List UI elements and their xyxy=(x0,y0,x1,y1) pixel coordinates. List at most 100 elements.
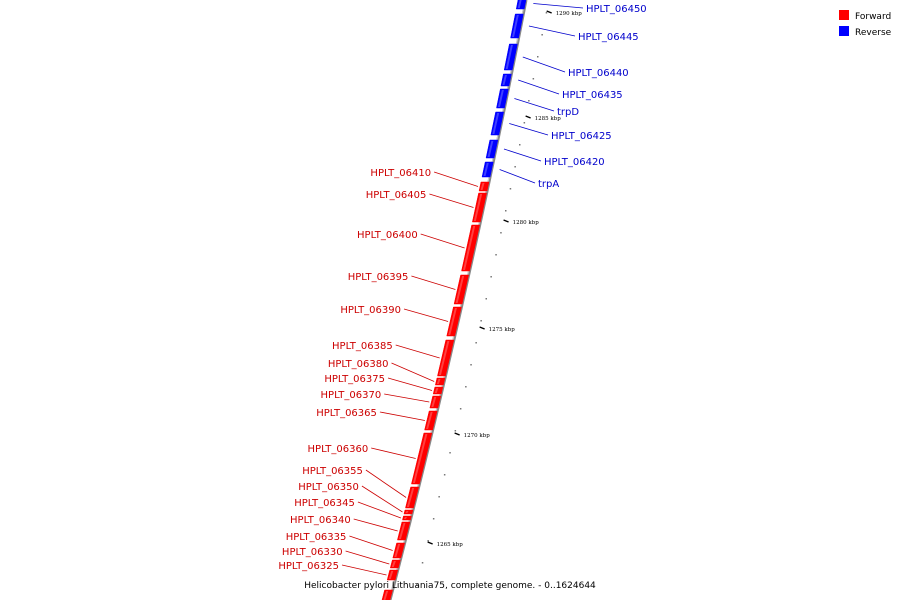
minor-tick-dot xyxy=(475,342,477,344)
forward-gene-leader xyxy=(341,564,387,576)
minor-tick-dot xyxy=(432,518,435,520)
forward-gene-label: HPLT_06365 xyxy=(316,408,377,419)
scale-tick-mark xyxy=(454,432,460,436)
reverse-gene-label: trpD xyxy=(557,107,579,118)
forward-gene-arrow-shade xyxy=(426,412,433,429)
forward-gene-label: HPLT_06330 xyxy=(282,547,343,558)
reverse-gene-leader xyxy=(514,98,555,112)
forward-gene-arrow xyxy=(478,181,490,192)
legend-swatch xyxy=(839,26,849,36)
reverse-gene-leader xyxy=(509,123,549,136)
reverse-gene-arrow-shade xyxy=(497,90,504,107)
forward-gene-arrow-shade xyxy=(434,388,439,393)
forward-gene-arrow xyxy=(429,395,442,409)
scale-tick-mark xyxy=(479,326,485,330)
reverse-gene-arrow xyxy=(485,139,499,159)
minor-tick-dot xyxy=(500,232,502,234)
forward-gene-leader xyxy=(387,377,433,391)
scale-tick-mark xyxy=(427,541,433,545)
scale-tick-label: 1290 kbp xyxy=(556,11,583,17)
forward-gene-label: HPLT_06400 xyxy=(357,230,418,241)
minor-tick-dot xyxy=(545,12,548,14)
minor-tick-dot xyxy=(495,254,497,256)
forward-gene-arrow xyxy=(389,559,401,569)
forward-gene-arrow-shade xyxy=(480,183,485,190)
reverse-gene-arrow-shade xyxy=(517,0,522,8)
reverse-gene-arrow-shade xyxy=(502,75,507,85)
forward-gene-arrow xyxy=(432,386,444,395)
forward-gene-leader xyxy=(411,275,456,290)
forward-gene-arrow-shade xyxy=(412,434,428,483)
forward-gene-arrow xyxy=(403,509,414,515)
forward-gene-arrow xyxy=(397,521,411,541)
minor-tick-dot xyxy=(470,364,472,366)
forward-gene-leader xyxy=(371,447,416,459)
minor-tick-dot xyxy=(465,386,467,388)
scale-tick-label: 1265 kbp xyxy=(437,542,464,548)
minor-tick-dot xyxy=(454,430,457,432)
reverse-gene-arrow xyxy=(515,0,527,10)
scale-tick-mark xyxy=(546,10,552,14)
reverse-gene-arrow-shade xyxy=(483,163,489,176)
forward-gene-arrow-shade xyxy=(391,561,396,567)
minor-tick-dot xyxy=(509,188,512,190)
reverse-gene-arrow-shade xyxy=(492,113,500,134)
forward-gene-arrow-shade xyxy=(383,591,389,600)
scale-tick-mark xyxy=(525,115,531,119)
reverse-gene-arrow xyxy=(500,73,512,87)
minor-tick-dot xyxy=(523,122,526,124)
legend-label: Reverse xyxy=(855,28,892,38)
forward-gene-arrow-shade xyxy=(394,544,401,557)
minor-tick-dot xyxy=(537,56,539,58)
forward-gene-label: HPLT_06410 xyxy=(370,168,431,179)
reverse-gene-label: trpA xyxy=(538,179,559,190)
scale-tick-label: 1270 kbp xyxy=(464,433,491,439)
minor-tick-dot xyxy=(416,584,418,586)
reverse-gene-label: HPLT_06425 xyxy=(551,131,612,142)
forward-gene-arrow-shade xyxy=(398,523,406,539)
reverse-gene-label: HPLT_06420 xyxy=(544,157,605,168)
minor-tick-dot xyxy=(459,408,462,410)
forward-gene-arrow-shade xyxy=(436,379,441,384)
forward-gene-arrow-shade xyxy=(405,511,409,513)
forward-gene-leader xyxy=(433,171,479,187)
forward-gene-leader xyxy=(420,233,465,249)
forward-gene-arrow-shade xyxy=(455,276,465,303)
reverse-gene-label: HPLT_06450 xyxy=(586,4,647,15)
reverse-gene-leader xyxy=(518,79,560,95)
forward-gene-label: HPLT_06390 xyxy=(340,305,401,316)
reverse-gene-leader xyxy=(533,3,584,9)
forward-gene-label: HPLT_06380 xyxy=(328,359,389,370)
forward-gene-arrow xyxy=(386,569,399,581)
forward-gene-arrow xyxy=(446,306,462,337)
minor-tick-dot xyxy=(541,34,543,36)
forward-gene-arrow-shade xyxy=(448,308,457,335)
minor-tick-dot xyxy=(528,100,530,102)
forward-gene-arrow xyxy=(405,486,419,509)
forward-gene-label: HPLT_06370 xyxy=(321,390,382,401)
forward-gene-leader xyxy=(345,550,390,565)
genome-caption: Helicobacter pylori Lithuania75, complet… xyxy=(304,581,596,591)
scale-tick-label: 1275 kbp xyxy=(489,327,516,333)
forward-gene-arrow xyxy=(435,377,446,386)
forward-gene-arrow-shade xyxy=(431,397,437,407)
forward-gene-leader xyxy=(353,518,398,532)
minor-tick-dot xyxy=(519,144,521,146)
minor-tick-dot xyxy=(532,78,535,80)
forward-gene-label: HPLT_06385 xyxy=(332,341,393,352)
forward-gene-leader xyxy=(361,485,403,513)
forward-gene-label: HPLT_06335 xyxy=(286,532,347,543)
forward-gene-label: HPLT_06325 xyxy=(278,561,339,572)
forward-gene-arrow xyxy=(424,410,438,431)
forward-gene-leader xyxy=(357,501,402,519)
minor-tick-dot xyxy=(480,320,482,322)
scale-tick-label: 1285 kbp xyxy=(535,116,562,122)
forward-gene-arrow xyxy=(411,432,433,485)
forward-gene-label: HPLT_06345 xyxy=(294,498,355,509)
forward-gene-label: HPLT_06395 xyxy=(348,272,409,283)
forward-gene-arrow-shade xyxy=(403,517,407,519)
reverse-gene-leader xyxy=(528,25,576,37)
reverse-gene-arrow-shade xyxy=(512,15,519,37)
forward-gene-leader xyxy=(349,535,393,551)
